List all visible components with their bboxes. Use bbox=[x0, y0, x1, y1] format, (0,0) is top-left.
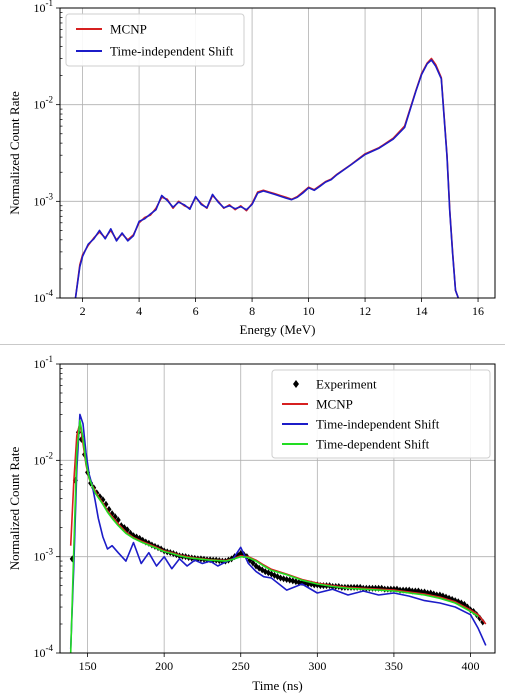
time-plot-area bbox=[69, 413, 487, 653]
time-x-tick-label: 250 bbox=[232, 659, 250, 673]
energy-x-tick-label: 16 bbox=[472, 304, 484, 318]
time-series-experiment-point bbox=[293, 578, 299, 586]
energy-x-tick-label: 4 bbox=[136, 304, 142, 318]
legend-label: MCNP bbox=[110, 22, 147, 37]
time-y-tick-label: 10-1 bbox=[34, 354, 54, 371]
time-series-experiment-point bbox=[428, 589, 434, 597]
time-series-experiment-point bbox=[446, 594, 452, 602]
time-series-experiment-point bbox=[290, 577, 296, 585]
time-series-experiment-point bbox=[247, 556, 253, 564]
time-series-experiment-point bbox=[443, 593, 449, 601]
energy-y-tick-label: 10-2 bbox=[34, 95, 54, 112]
energy-x-tick-label: 10 bbox=[303, 304, 315, 318]
energy-y-tick-label: 10-4 bbox=[34, 288, 54, 305]
time-x-axis-label: Time (ns) bbox=[252, 678, 302, 693]
time-series-experiment-point bbox=[281, 575, 287, 583]
time-series-experiment-point bbox=[259, 566, 265, 574]
energy-legend: MCNP Time-independent Shift bbox=[65, 13, 245, 67]
time-series-experiment-point bbox=[118, 522, 124, 530]
legend-label: Experiment bbox=[316, 377, 377, 392]
energy-series-mcnp-line bbox=[74, 57, 460, 298]
time-series-experiment-point bbox=[124, 526, 130, 534]
time-series-experiment-point bbox=[437, 591, 443, 599]
time-x-tick-label: 200 bbox=[155, 659, 173, 673]
time-series-experiment-point bbox=[455, 598, 461, 606]
time-series-experiment-point bbox=[434, 591, 440, 599]
time-series-experiment-point bbox=[464, 603, 470, 611]
time-spectrum-chart: 150 200 250 300 350 400 10-4 10-3 10-2 10-1 Time (… bbox=[7, 354, 496, 693]
time-series-experiment-point bbox=[250, 559, 256, 567]
time-series-experiment-point bbox=[112, 513, 118, 521]
time-series-experiment-point bbox=[115, 516, 121, 524]
energy-x-axis-label: Energy (MeV) bbox=[240, 322, 316, 337]
legend-label: Time-independent Shift bbox=[316, 417, 440, 432]
time-x-tick-label: 300 bbox=[308, 659, 326, 673]
energy-x-tick-label: 6 bbox=[193, 304, 199, 318]
time-series-time-independent-shift-line bbox=[69, 413, 487, 650]
legend-label: Time-dependent Shift bbox=[316, 437, 430, 452]
panel-divider bbox=[0, 344, 505, 345]
time-y-tick-label: 10-3 bbox=[34, 547, 54, 564]
legend-label: MCNP bbox=[316, 397, 353, 412]
time-y-tick-label: 10-4 bbox=[34, 643, 54, 660]
time-series-experiment-point bbox=[127, 529, 133, 537]
time-series-experiment-point bbox=[418, 588, 424, 596]
legend-marker bbox=[293, 380, 299, 388]
energy-y-tick-label: 10-3 bbox=[34, 191, 54, 208]
time-series-experiment-point bbox=[452, 597, 458, 605]
time-series-experiment-point bbox=[121, 524, 127, 532]
time-y-tick-label: 10-2 bbox=[34, 450, 54, 467]
energy-y-axis-label: Normalized Count Rate bbox=[7, 91, 22, 215]
time-y-axis-label: Normalized Count Rate bbox=[7, 447, 22, 571]
time-series-experiment-point bbox=[477, 614, 483, 622]
energy-y-tick-label: 10-1 bbox=[34, 0, 54, 15]
legend-label: Time-independent Shift bbox=[110, 44, 234, 59]
time-series-experiment-point bbox=[287, 576, 293, 584]
energy-spectrum-chart: 2 4 6 8 10 12 14 16 10-4 10-3 10-2 10-1 Energy (MeV)… bbox=[7, 0, 496, 337]
time-series-experiment-point bbox=[422, 588, 428, 596]
time-series-experiment-point bbox=[449, 595, 455, 603]
time-x-tick-label: 400 bbox=[461, 659, 479, 673]
time-series-experiment-point bbox=[109, 510, 115, 518]
time-series-experiment-point bbox=[256, 564, 262, 572]
time-series-experiment-point bbox=[480, 618, 486, 626]
time-x-tick-label: 150 bbox=[79, 659, 97, 673]
energy-axes-frame bbox=[59, 7, 496, 299]
energy-series-time-independent-shift-line bbox=[74, 59, 460, 298]
time-series-experiment-point bbox=[431, 590, 437, 598]
energy-x-tick-label: 14 bbox=[416, 304, 428, 318]
time-series-experiment-point bbox=[278, 574, 284, 582]
time-axes-frame bbox=[59, 363, 496, 654]
time-x-tick-label: 350 bbox=[385, 659, 403, 673]
time-series-experiment-point bbox=[271, 571, 277, 579]
energy-x-tick-label: 8 bbox=[249, 304, 255, 318]
time-series-experiment-point bbox=[440, 592, 446, 600]
energy-x-tick-label: 2 bbox=[80, 304, 86, 318]
time-series-experiment-point bbox=[284, 575, 290, 583]
time-legend: Experiment MCNP Time-independent Shift Time… bbox=[271, 369, 491, 459]
time-series-time-dependent-shift-line bbox=[69, 419, 479, 653]
time-series-experiment-point bbox=[425, 589, 431, 597]
energy-x-tick-label: 12 bbox=[359, 304, 371, 318]
energy-plot-area bbox=[74, 57, 460, 298]
